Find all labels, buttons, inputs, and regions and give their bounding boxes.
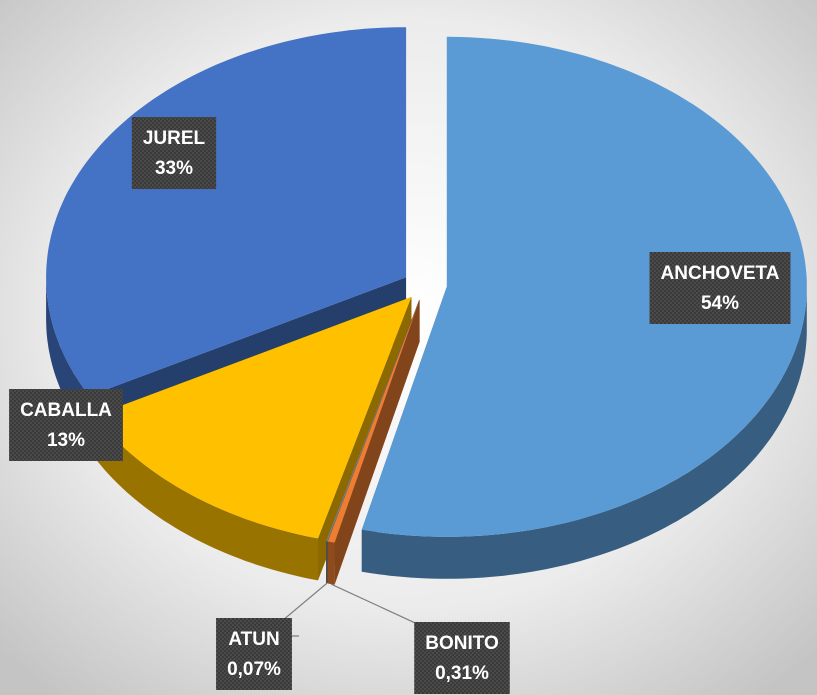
label-box <box>131 117 217 189</box>
value-label: 13% <box>47 430 85 451</box>
data-label: ATUN 0,07% <box>216 582 328 690</box>
slice-side <box>326 541 328 584</box>
label-box <box>216 618 292 690</box>
slice-side <box>361 286 807 579</box>
label-box <box>414 622 510 694</box>
value-label: 0,31% <box>435 663 489 684</box>
value-label: 0,07% <box>227 659 281 680</box>
slice <box>94 297 412 539</box>
slice-side <box>94 415 318 581</box>
slice-wall <box>327 299 420 584</box>
data-label: CABALLA 13% <box>9 389 123 461</box>
slice <box>326 299 420 542</box>
category-label: JUREL <box>143 128 206 149</box>
label-box <box>9 389 123 461</box>
value-label: 54% <box>701 293 739 314</box>
slice-side <box>327 541 335 585</box>
slice <box>361 36 807 579</box>
category-label: CABALLA <box>20 400 112 421</box>
label-box <box>649 252 791 324</box>
slice <box>327 299 420 585</box>
data-label: ANCHOVETA 54% <box>649 252 791 324</box>
category-label: BONITO <box>425 633 499 654</box>
data-label: BONITO 0,31% <box>330 583 510 694</box>
category-label: ATUN <box>228 629 279 650</box>
slice <box>327 299 420 543</box>
slice <box>361 36 807 537</box>
category-label: ANCHOVETA <box>661 263 780 284</box>
value-label: 33% <box>155 158 193 179</box>
data-label: JUREL 33% <box>131 117 217 189</box>
